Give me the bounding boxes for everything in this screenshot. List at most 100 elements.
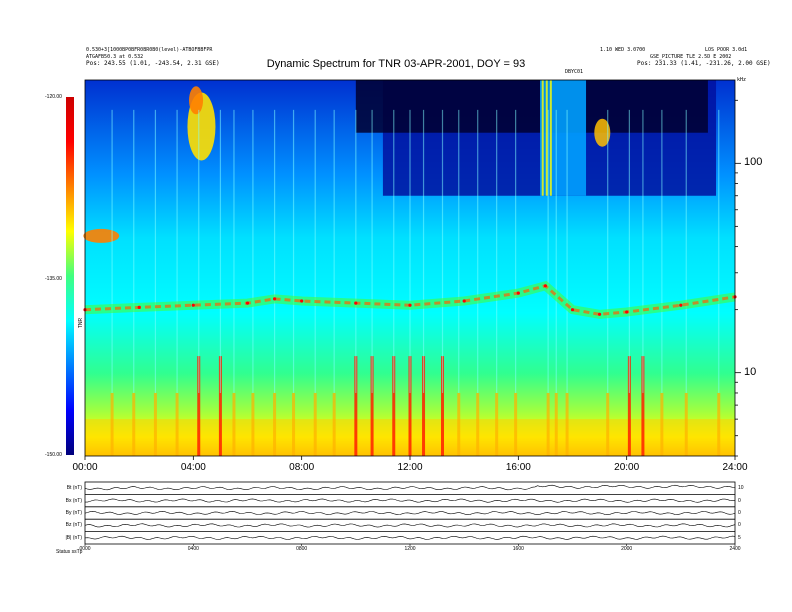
x-tick-label: 04:00 [180,462,206,473]
burst-column [175,392,179,456]
burst-streak [252,109,254,393]
emission-band-point [625,310,629,314]
emission-band-point [354,301,358,305]
bright-streak [541,80,544,196]
lower-x-tick-label: 1600 [512,546,524,552]
colorbar-min-label: -150.00 [45,452,62,458]
emission-band-point [679,303,683,307]
emission-band-point [516,291,520,295]
colorbar-max-label: -120.00 [45,94,62,100]
x-tick-label: 00:00 [72,462,98,473]
burst-column [370,356,374,456]
panel-trace [85,498,736,503]
emission-band-point [408,303,412,307]
burst-streak [441,109,444,393]
burst-streak [566,109,568,393]
burst-streak [314,109,316,393]
black-upper-region [355,80,708,133]
emission-band [83,280,737,319]
burst-streak [154,109,157,393]
bright-streak [545,80,548,196]
burst-streak [607,109,609,393]
header-right-line2: GSE_PICTURE TLE 2.5D E 2002 [650,54,732,60]
late-burst [594,118,611,147]
lower-x-tick-label: 0800 [296,546,308,552]
burst-column [273,392,277,456]
burst-streak [111,109,113,393]
burst-column [476,392,480,456]
burst-streak [628,109,630,393]
emission-band-point [570,308,575,312]
x-axis-ticks [84,456,736,460]
burst-streak [371,109,373,393]
emission-band-point [300,299,304,303]
panel-label: Bt (nT) [66,485,82,492]
panel-trace [84,484,736,491]
burst-column [313,392,317,456]
lower-x-tick-label: 2000 [621,546,633,552]
bright-streak [549,80,552,196]
burst-column [514,392,518,456]
burst-column [641,356,645,456]
panel-right-label: 0 [738,510,741,516]
burst-column [660,392,664,456]
burst-column [441,356,444,456]
emission-band-point [137,305,141,309]
burst-column [565,392,569,456]
burst-streak [547,109,549,393]
emission-band-point [543,284,548,288]
burst-column [132,392,136,456]
burst-column [232,392,236,456]
burst-streak [176,109,178,393]
y-axis-ticks [735,99,741,457]
header-left-line3: Pos: 243.55 (1.01, -243.54, 2.31 GSE) [86,60,220,67]
burst-streak [458,109,460,393]
x-tick-label: 08:00 [289,462,315,473]
panel-label: |B| (nT) [65,534,83,541]
burst-streak [661,109,663,393]
burst-streak [496,109,498,393]
burst-streak [233,109,235,393]
colorbar [66,97,74,455]
panel-label: Bz (nT) [65,522,82,529]
burst-column [110,392,114,456]
burst-streak [685,109,687,393]
burst-column [627,356,631,456]
burst-column [606,392,610,456]
lower-x-tick-label: 0000 [79,546,91,552]
header-left-line2: ATGAFB50.3 at 0.532 [86,54,144,60]
burst-streak [409,109,411,393]
x-tick-label: 16:00 [505,462,531,473]
burst-column [354,356,358,456]
emission-band-core [84,284,736,316]
panel-right-label: 10 [738,485,744,492]
burst-column [292,392,296,456]
y-tick-label: 100 [744,156,763,169]
burst-column [457,392,461,456]
burst-streak [273,109,276,393]
burst-column [153,392,157,456]
header-left-line1: 0.530+3[1000BP0BFR0BR0B0(level)-ATBOFBBF… [86,47,213,53]
header-right-line3: Pos: 231.33 (1.41, -231.26, 2.00 GSE) [637,60,771,67]
emission-band-point [245,301,250,305]
burst-column [392,356,396,456]
burst-streak [477,109,479,393]
burst-column [251,392,255,456]
lower-panels [84,481,736,546]
chart-title: Dynamic Spectrum for TNR 03-APR-2001, DO… [266,58,526,70]
lower-x-tick-label: 2400 [729,546,741,552]
y-tick-label: 10 [744,365,757,378]
footer-corner-label: Status ssTp [56,549,83,555]
burst-streak [355,109,357,393]
x-tick-label: 20:00 [614,462,640,473]
panel-label: Bx (nT) [65,497,82,504]
panel-trace [84,510,736,516]
early-burst-core [189,86,204,115]
marker-label: DBYC01 [565,69,584,75]
x-tick-label: 24:00 [722,462,748,473]
burst-streak [219,109,222,393]
burst-streak [133,109,135,393]
lower-x-tick-label: 1200 [404,546,416,552]
burst-streak [333,109,335,393]
panel-label: By (nT) [65,510,82,516]
